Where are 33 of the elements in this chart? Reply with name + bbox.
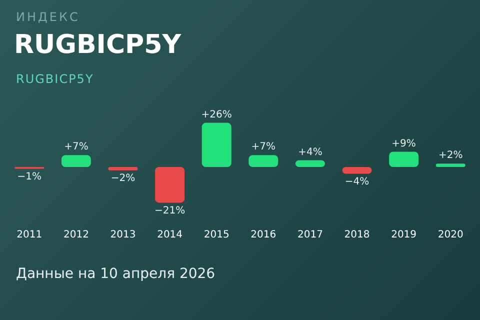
text: ИНДЕКС xyxy=(16,10,80,24)
x-tick-label: 2015 xyxy=(204,230,230,241)
data-label: −1% xyxy=(17,171,42,182)
bar xyxy=(155,167,185,203)
x-tick-label: 2011 xyxy=(16,230,42,241)
data-label: +9% xyxy=(392,138,416,150)
x-tick-label: 2019 xyxy=(391,230,417,241)
x-tick-label: 2012 xyxy=(63,230,89,241)
data-label: −21% xyxy=(154,205,186,216)
bar xyxy=(61,155,91,167)
data-label: +26% xyxy=(201,109,232,120)
bar xyxy=(248,155,278,167)
data-label: +4% xyxy=(298,146,322,158)
x-tick-label: 2018 xyxy=(344,230,370,241)
bar xyxy=(342,167,372,174)
bar xyxy=(202,122,232,167)
data-label: −4% xyxy=(344,176,370,188)
data-label: +2% xyxy=(438,150,463,162)
bar xyxy=(436,164,466,167)
x-tick-label: 2020 xyxy=(438,230,464,241)
bar xyxy=(108,167,138,170)
data-label: −2% xyxy=(110,172,136,184)
data-label: +7% xyxy=(64,142,88,153)
chart-title: RUGBICP5Y xyxy=(14,30,182,60)
x-tick-label: 2014 xyxy=(157,230,183,241)
bar xyxy=(389,152,419,167)
data-label: +7% xyxy=(251,142,276,153)
x-tick-label: 2017 xyxy=(297,230,323,241)
chart-subtitle: RUGBICP5Y xyxy=(16,72,94,86)
x-tick-label: 2016 xyxy=(250,230,276,241)
text: Данные на 10 апреля 2026 xyxy=(16,266,216,282)
x-tick-label: 2013 xyxy=(110,230,136,241)
bar xyxy=(295,160,325,167)
